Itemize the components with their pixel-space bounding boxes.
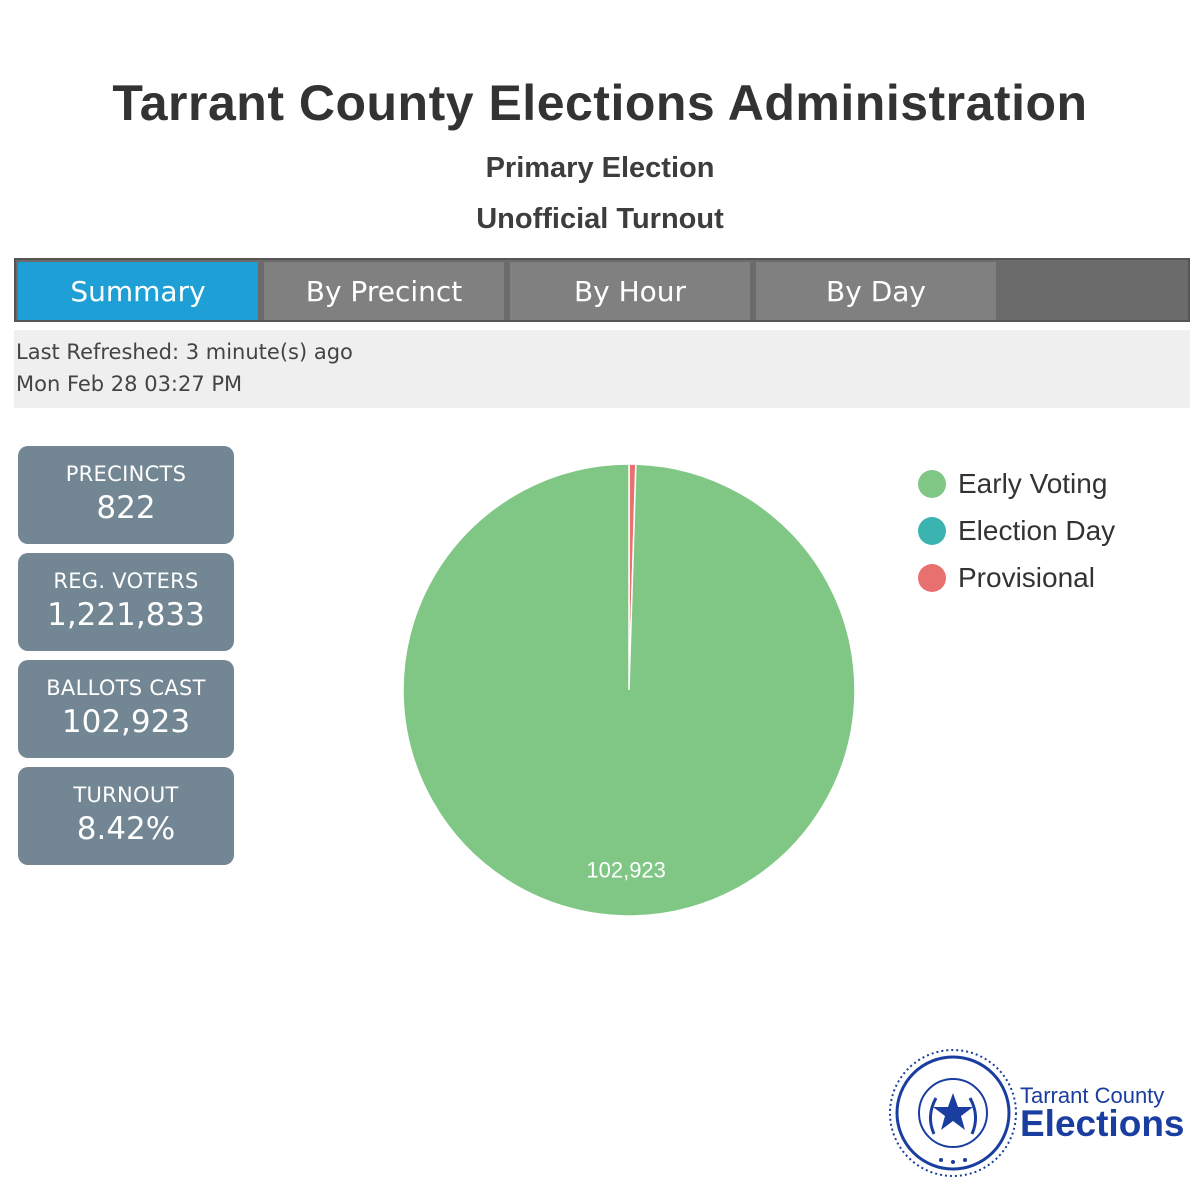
stat-label: TURNOUT xyxy=(73,783,179,807)
tab-by-hour[interactable]: By Hour xyxy=(510,262,750,320)
stat-card-reg-voters: REG. VOTERS 1,221,833 xyxy=(18,553,234,651)
stat-value: 102,923 xyxy=(61,704,191,740)
stat-label: REG. VOTERS xyxy=(53,569,199,593)
pie-slice-early-voting[interactable] xyxy=(402,463,856,917)
page-title: Tarrant County Elections Administration xyxy=(112,75,1088,131)
legend-dot-early-voting xyxy=(918,469,946,498)
tab-bar: Summary By Precinct By Hour By Day xyxy=(14,258,1190,322)
stat-label: BALLOTS CAST xyxy=(46,676,206,700)
turnout-pie-chart: 102,923 xyxy=(402,463,856,917)
legend-dot-provisional xyxy=(918,563,946,592)
turnout-subtitle: Unofficial Turnout xyxy=(476,203,724,235)
legend-item-provisional[interactable]: Provisional xyxy=(918,554,1115,601)
stat-value: 8.42% xyxy=(76,811,176,847)
refresh-timestamp: Mon Feb 28 03:27 PM xyxy=(16,372,243,396)
stat-value: 1,221,833 xyxy=(47,597,205,633)
stat-value: 822 xyxy=(96,490,156,526)
tab-summary[interactable]: Summary xyxy=(18,262,258,320)
pie-data-label: 102,923 xyxy=(586,858,666,883)
stat-card-ballots-cast: BALLOTS CAST 102,923 xyxy=(18,660,234,758)
election-type: Primary Election xyxy=(485,152,715,184)
legend-label: Election Day xyxy=(958,514,1116,546)
refresh-panel: Last Refreshed: 3 minute(s) ago Mon Feb … xyxy=(14,330,1190,408)
county-seal-logo xyxy=(889,1049,1017,1177)
logo-text-elections: Elections xyxy=(1020,1103,1185,1144)
chart-legend: Early Voting Election Day Provisional xyxy=(918,460,1115,601)
stat-card-precincts: PRECINCTS 822 xyxy=(18,446,234,544)
tab-by-precinct[interactable]: By Precinct xyxy=(264,262,504,320)
legend-item-election-day[interactable]: Election Day xyxy=(918,507,1115,554)
stat-card-turnout: TURNOUT 8.42% xyxy=(18,767,234,865)
last-refreshed-text: Last Refreshed: 3 minute(s) ago xyxy=(16,340,353,364)
tab-by-day[interactable]: By Day xyxy=(756,262,996,320)
stat-label: PRECINCTS xyxy=(65,462,187,486)
legend-label: Early Voting xyxy=(958,467,1108,499)
logo-text-county: Tarrant County xyxy=(1020,1083,1165,1108)
legend-label: Provisional xyxy=(958,561,1095,593)
legend-item-early-voting[interactable]: Early Voting xyxy=(918,460,1115,507)
legend-dot-election-day xyxy=(918,516,946,545)
